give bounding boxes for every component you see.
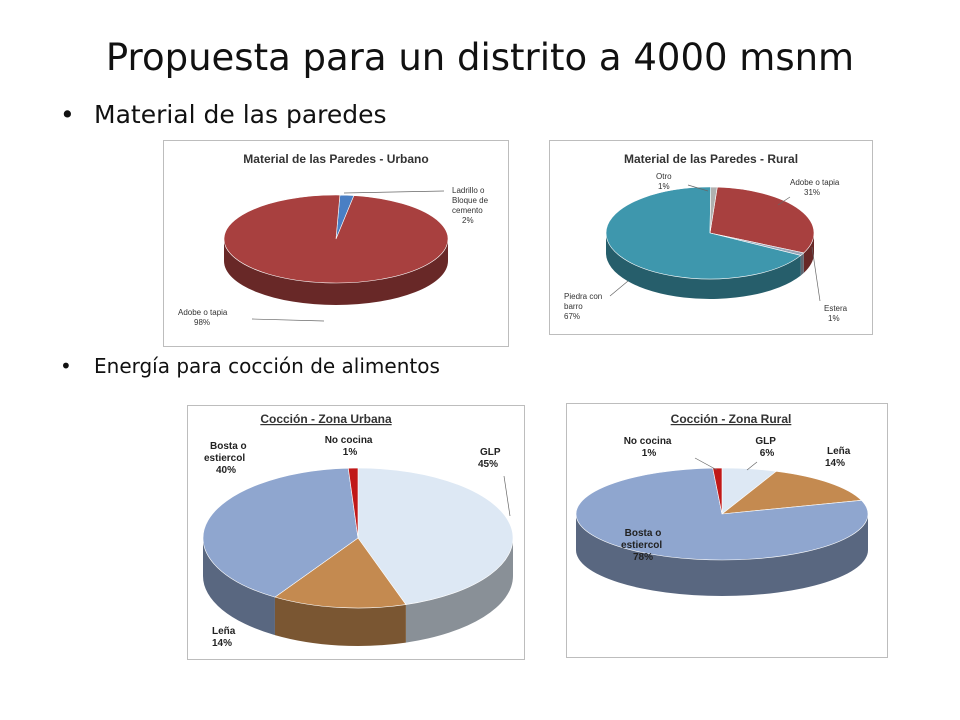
- pie-slice-bosta-o-estiercol: [575, 467, 869, 561]
- leader-line: [694, 457, 718, 471]
- chart-walls-rural: Material de las Paredes - Rural Otro 1% …: [549, 140, 873, 335]
- chart-cooking-rural: Cocción - Zona Rural No cocina 1% GLP 6%…: [566, 403, 888, 658]
- label-lena-urban: Leña 14%: [212, 626, 238, 649]
- chart-cooking-urban-title: Cocción - Zona Urbana: [260, 412, 392, 426]
- label-adobe-urban: Adobe o tapia 98%: [178, 308, 230, 327]
- label-nocook-rural: No cocina 1%: [624, 436, 675, 459]
- pie-slice-adobe-o-tapia: [223, 194, 449, 284]
- chart-cooking-urban-svg: Cocción - Zona Urbana Bosta o estiercol 4…: [202, 412, 514, 649]
- label-ladrillo: Ladrillo o Bloque de cemento 2%: [452, 186, 489, 225]
- bullet-cooking-text: Energía para cocción de alimentos: [94, 354, 440, 378]
- pie-slice-adobe-o-tapia: [709, 186, 815, 254]
- slide-title: Propuesta para un distrito a 4000 msnm: [105, 36, 855, 79]
- chart-cooking-urban: Cocción - Zona Urbana Bosta o estiercol 4…: [187, 405, 525, 660]
- bullet-walls-text: Material de las paredes: [94, 100, 387, 129]
- chart-walls-urban-svg: Material de las Paredes - Urbano Ladrill…: [178, 152, 489, 327]
- bullet-cooking: • Energía para cocción de alimentos: [60, 354, 440, 378]
- chart-cooking-rural-title: Cocción - Zona Rural: [671, 412, 792, 426]
- chart-walls-urban-title: Material de las Paredes - Urbano: [243, 152, 428, 166]
- leader-line: [251, 318, 325, 322]
- label-piedra: Piedra con barro 67%: [564, 292, 602, 321]
- pie-side-estera: [800, 252, 804, 276]
- pie-slice-le-a: [721, 470, 863, 515]
- chart-walls-urban: Material de las Paredes - Urbano Ladrill…: [163, 140, 509, 347]
- label-glp-rural: GLP 6%: [755, 436, 778, 459]
- bullet-dot: •: [60, 354, 72, 378]
- chart-walls-rural-svg: Material de las Paredes - Rural Otro 1% …: [564, 152, 849, 323]
- leader-line: [503, 475, 511, 517]
- pie-slice-piedra-con-barro: [605, 186, 802, 280]
- pie-slice-le-a: [274, 537, 407, 609]
- pie-side-glp: [405, 538, 513, 643]
- chart-cooking-rural-svg: Cocción - Zona Rural No cocina 1% GLP 6%…: [575, 412, 869, 596]
- pie-side-piedra-con-barro: [606, 233, 801, 299]
- bullet-walls: • Material de las paredes: [60, 100, 387, 129]
- pie-side-adobe-o-tapia: [803, 233, 814, 273]
- label-estera: Estera 1%: [824, 304, 849, 323]
- label-adobe-rural: Adobe o tapia 31%: [790, 178, 842, 197]
- leader-line: [609, 280, 629, 297]
- bullet-dot: •: [60, 100, 75, 129]
- pie-side-le-a: [274, 597, 406, 646]
- label-glp-urban: GLP 45%: [478, 447, 503, 470]
- pie-side-adobe-o-tapia: [224, 239, 448, 305]
- leader-line: [777, 196, 791, 206]
- leader-line: [687, 184, 709, 192]
- pie-slice-glp: [357, 467, 514, 605]
- pie-slice-otro: [709, 186, 718, 234]
- leader-line: [746, 461, 758, 471]
- pie-side-bosta-o-estiercol: [576, 514, 868, 596]
- leader-line: [343, 190, 445, 194]
- leader-line: [811, 246, 821, 302]
- pie-slice-no-cocina: [347, 467, 359, 539]
- pie-slice-no-cocina: [712, 467, 723, 515]
- label-bosta-urban: Bosta o estiercol 40%: [204, 441, 248, 476]
- label-otro: Otro 1%: [656, 172, 674, 191]
- label-nocook-urban: No cocina 1%: [325, 435, 376, 458]
- pie-side-bosta-o-estiercol: [203, 538, 275, 636]
- label-lena-rural: Leña 14%: [825, 446, 853, 469]
- label-bosta-rural: Bosta o estiercol 78%: [621, 528, 665, 563]
- chart-walls-rural-title: Material de las Paredes - Rural: [624, 152, 798, 166]
- pie-slice-bosta-o-estiercol: [202, 467, 359, 598]
